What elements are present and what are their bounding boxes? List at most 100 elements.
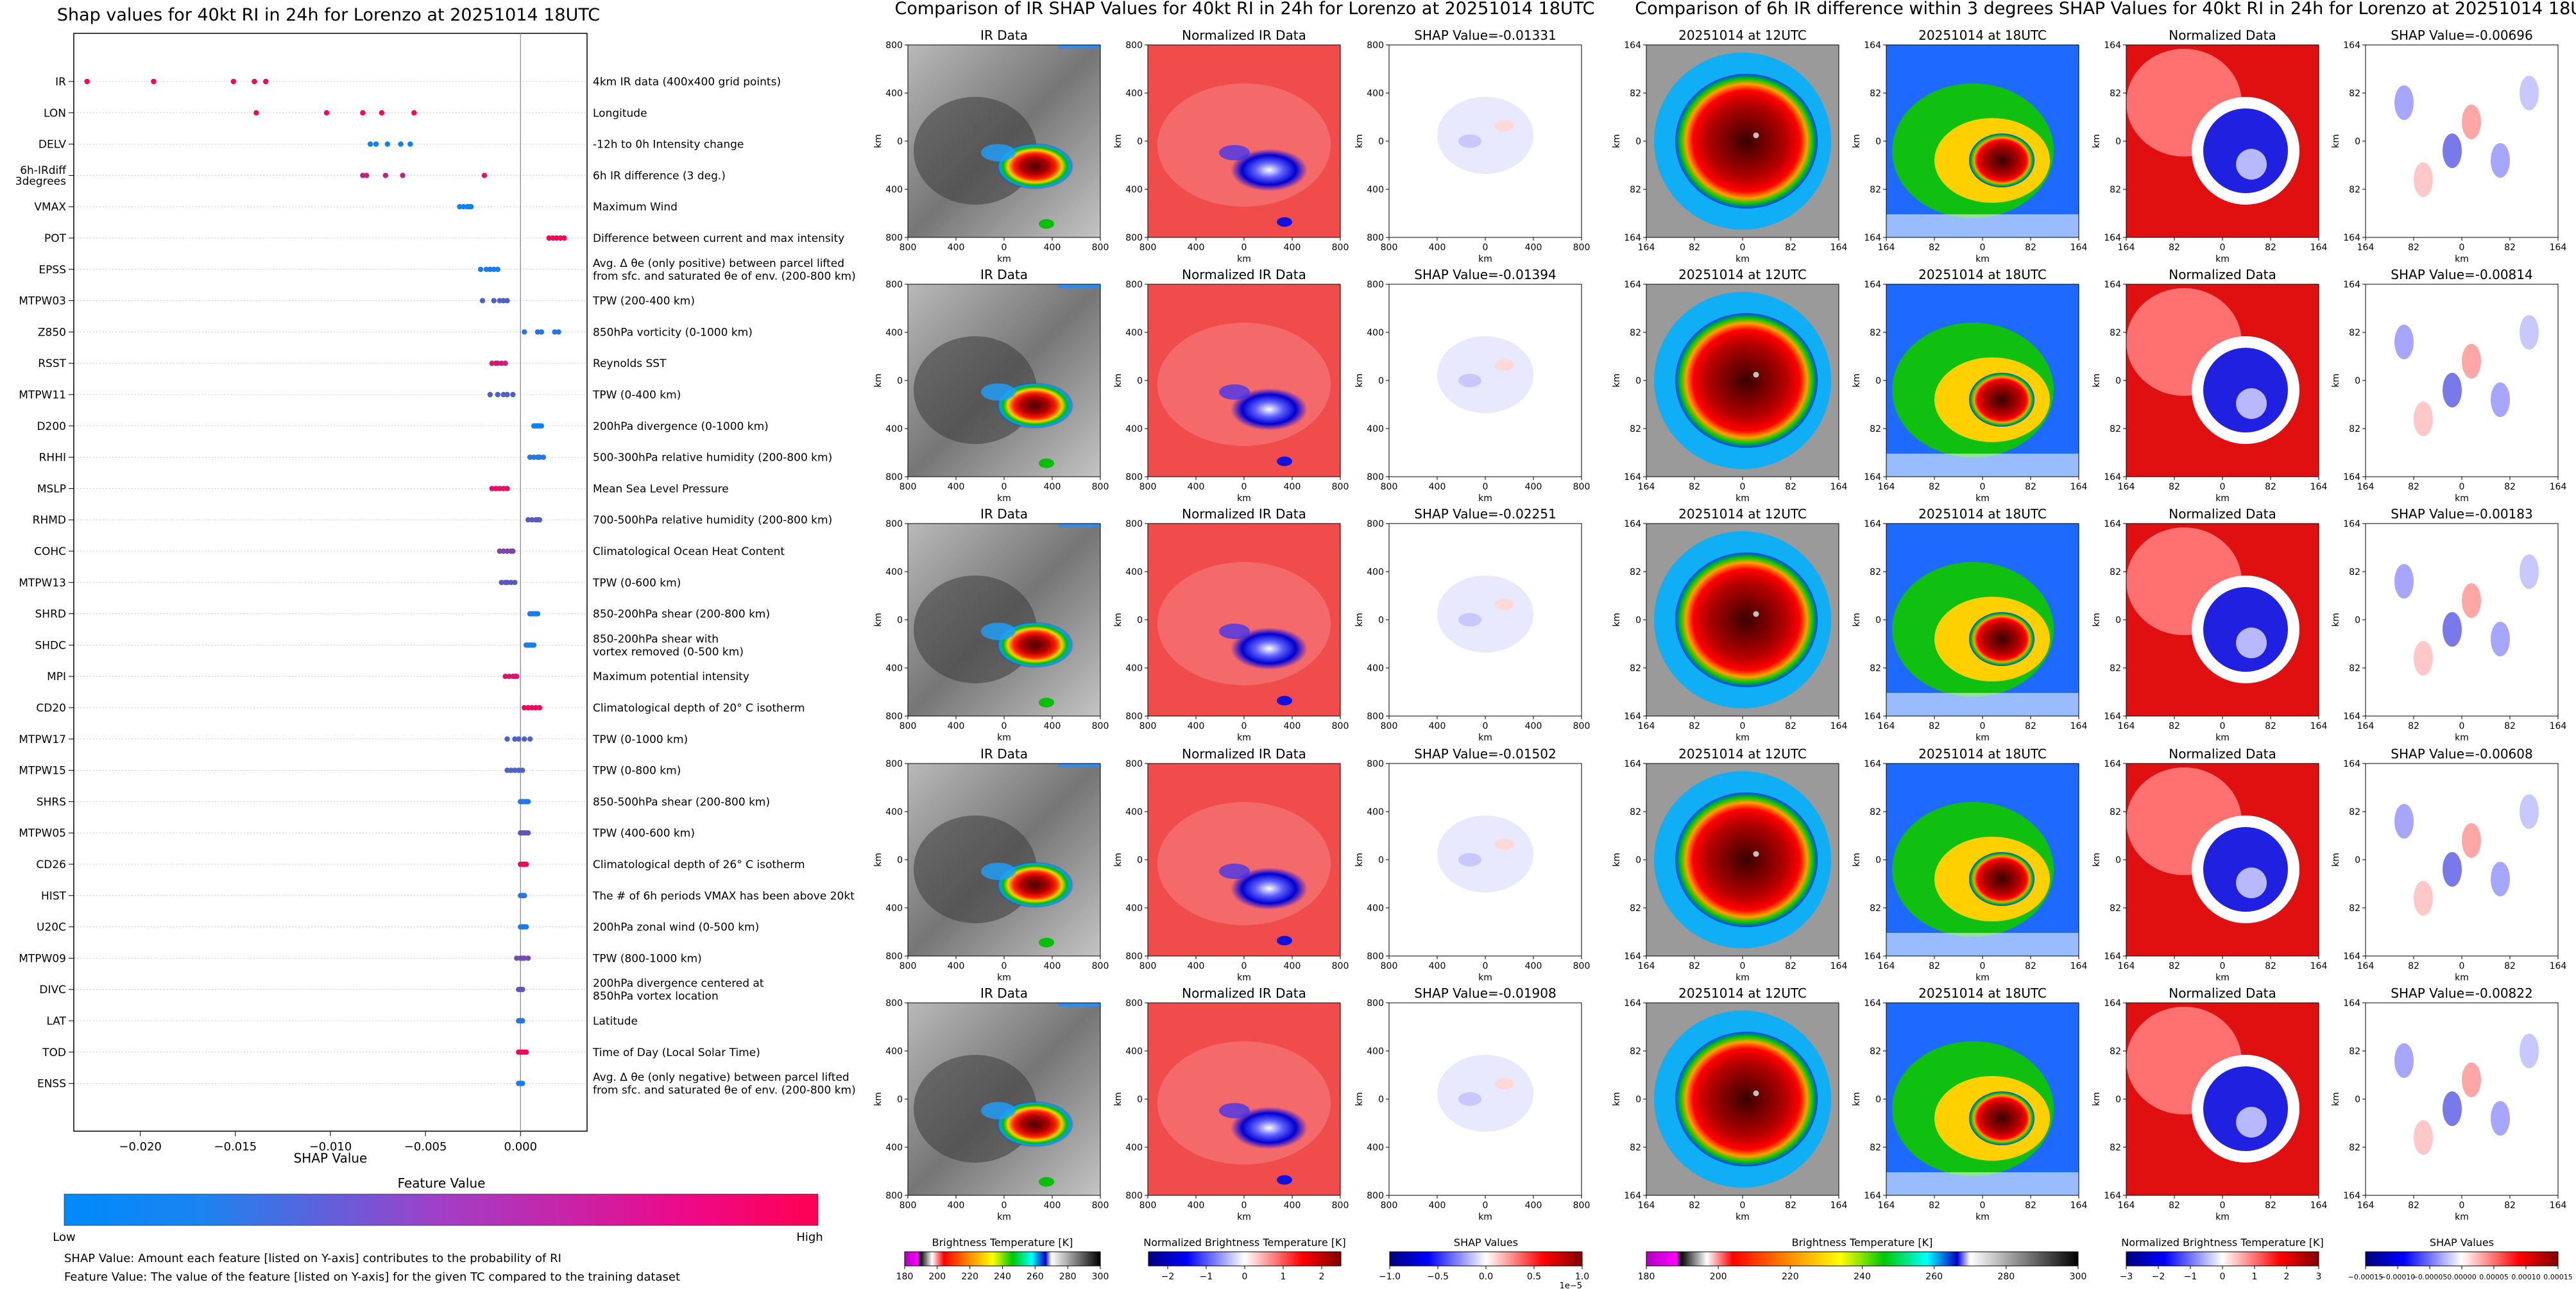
y-tick-label: 0 — [1378, 376, 1384, 386]
y-tick-label: 164 — [2343, 1191, 2360, 1201]
y-tick-label: 800 — [885, 952, 903, 962]
shap-negative-area — [1458, 373, 1481, 388]
convective-spot — [1039, 697, 1054, 708]
shap-positive-area — [1495, 1078, 1514, 1089]
edge-band — [1058, 45, 1100, 49]
y-axis-label: km — [1612, 853, 1622, 867]
y-axis-label: km — [1113, 373, 1123, 388]
x-tick-label: 164 — [2357, 243, 2375, 253]
shap-point — [504, 548, 510, 554]
feature-name-label: MTPW03 — [19, 295, 66, 308]
storm-eye-region — [1969, 133, 2034, 187]
y-tick-label: 800 — [1367, 280, 1384, 290]
feature-name-label: D200 — [37, 420, 66, 433]
feature-name-label: CD26 — [36, 858, 66, 871]
x-tick-label: 0 — [1483, 243, 1488, 253]
shap-blob — [2394, 85, 2414, 120]
y-tick-label: 800 — [885, 233, 903, 243]
shap-point — [500, 391, 506, 398]
x-axis-label: km — [2215, 1212, 2230, 1222]
shap-positive-area — [1495, 359, 1514, 371]
x-axis-label: km — [2455, 1212, 2469, 1222]
y-tick-label: 400 — [885, 89, 903, 99]
inner-anomaly — [2236, 388, 2267, 419]
x-tick-label: 800 — [1332, 961, 1349, 971]
y-tick-label: 164 — [2343, 233, 2360, 243]
shap-point — [552, 329, 558, 335]
feature-name-label: ENSS — [37, 1078, 66, 1091]
x-axis-label: km — [1237, 1212, 1251, 1222]
cold-cloud-spot — [1277, 456, 1292, 466]
ir-colorbar: Normalized Brightness Temperature [K] −2 −… — [1143, 1236, 1346, 1282]
x-tick-label: 164 — [2118, 961, 2135, 971]
x-tick-label: 0 — [1483, 482, 1488, 492]
x-tick-label: 400 — [1284, 1200, 1301, 1211]
colorbar-tick-label: −0.5 — [1427, 1272, 1449, 1282]
shap-blob — [2462, 105, 2481, 139]
x-tick-label: 82 — [2025, 961, 2036, 971]
x-tick-label: 164 — [2357, 1200, 2375, 1211]
colorbar-gradient — [1646, 1251, 2079, 1267]
feature-row: CD20 Climatological depth of 20° C isothe… — [36, 702, 805, 715]
y-tick-label: 164 — [2343, 952, 2360, 962]
colorbar-tick-label: 300 — [1092, 1272, 1109, 1282]
x-tick-label: 0 — [1980, 1200, 1986, 1211]
eye-marker — [1753, 611, 1759, 617]
shap-point — [550, 235, 556, 241]
colorbar-tick-label: 2 — [1319, 1272, 1325, 1282]
subplot-title: Normalized IR Data — [1182, 28, 1306, 43]
storm-core — [996, 862, 1073, 908]
subplot-title: IR Data — [980, 746, 1028, 762]
y-axis-label: km — [1612, 613, 1622, 627]
x-tick-label: 0 — [1241, 1200, 1247, 1211]
storm-core — [996, 1101, 1073, 1147]
x-tick-label: 800 — [900, 243, 917, 253]
feature-name-label: MSLP — [37, 482, 66, 495]
y-tick-label: 800 — [1125, 40, 1143, 51]
shap-blob — [2462, 344, 2481, 379]
cold-cloud-spot — [1277, 217, 1292, 227]
subplot-title: Normalized Data — [2169, 28, 2276, 43]
feature-row: CD26 Climatological depth of 26° C isothe… — [36, 858, 805, 871]
colorbar-label: SHAP Values — [2430, 1236, 2494, 1249]
shap-point — [527, 736, 533, 742]
x-axis-label: km — [2215, 973, 2230, 983]
shap-point — [538, 423, 545, 429]
shap-point — [461, 204, 466, 210]
colorbar-tick-label: 1 — [2252, 1272, 2258, 1282]
y-tick-label: 400 — [1367, 328, 1384, 338]
y-tick-label: 0 — [897, 376, 903, 386]
cloud-texture — [1157, 323, 1331, 446]
shap-point — [520, 1018, 525, 1024]
colorbar-tick-label: −1 — [2184, 1272, 2197, 1282]
feature-name-label: MTPW13 — [19, 577, 66, 590]
y-tick-label: 82 — [2349, 1143, 2360, 1153]
y-tick-label: 0 — [897, 615, 903, 626]
y-axis-label: km — [2092, 613, 2102, 627]
x-axis-label: km — [1478, 973, 1492, 983]
y-tick-label: 164 — [1864, 952, 1881, 962]
shap-point — [536, 704, 543, 711]
x-axis-label: km — [1237, 733, 1251, 743]
y-tick-label: 0 — [2355, 1095, 2360, 1105]
y-tick-label: 164 — [2343, 998, 2360, 1009]
colorbar-tick-label: 200 — [928, 1272, 946, 1282]
x-tick-label: 800 — [1139, 482, 1157, 492]
x-tick-label: 400 — [1429, 482, 1446, 492]
shap-point — [491, 298, 497, 303]
subplot-title: SHAP Value=-0.00814 — [2391, 267, 2532, 282]
eye-marker — [1753, 371, 1759, 378]
subplot-title: 20251014 at 18UTC — [1918, 506, 2047, 522]
x-axis-label: km — [1975, 973, 1990, 983]
eye-marker — [1753, 132, 1759, 139]
storm-core-zoom — [1675, 792, 1818, 927]
y-tick-label: 164 — [1624, 952, 1641, 962]
subplot-title: SHAP Value=-0.01331 — [1414, 28, 1556, 43]
y-axis-label: km — [1852, 853, 1862, 867]
y-axis-label: km — [2331, 373, 2341, 388]
feature-row: VMAX Maximum Wind — [34, 201, 677, 214]
y-tick-label: 0 — [1378, 1095, 1384, 1105]
y-tick-label: 164 — [1864, 40, 1881, 51]
